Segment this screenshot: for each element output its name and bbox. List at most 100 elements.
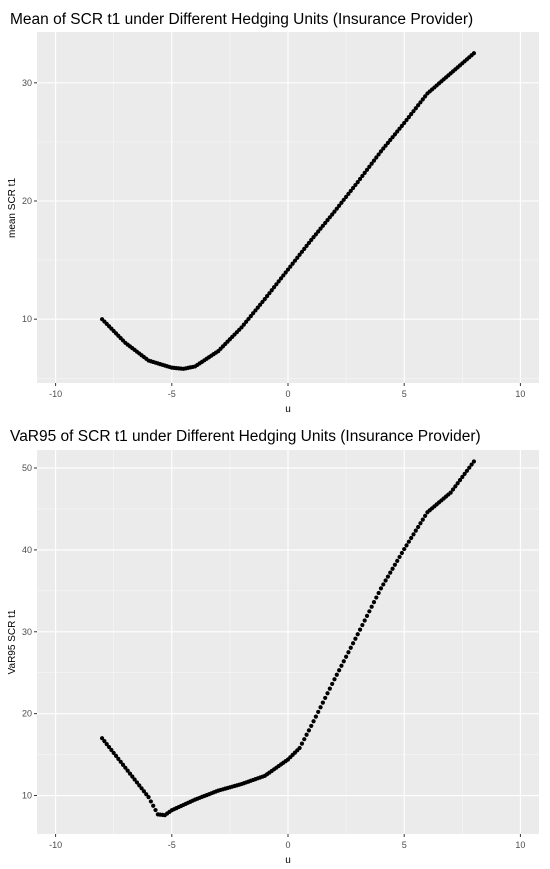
data-point [109, 747, 114, 753]
data-point [367, 609, 372, 614]
data-point [357, 176, 363, 182]
x-tick-label: 0 [285, 389, 290, 399]
data-point [304, 243, 309, 249]
data-point [306, 240, 312, 246]
data-point [332, 677, 337, 682]
data-point [376, 152, 381, 157]
data-point [337, 668, 342, 673]
data-point [255, 305, 260, 310]
data-point [362, 170, 367, 175]
y-tick-label: 10 [22, 791, 32, 801]
data-point [464, 468, 470, 473]
data-point [304, 732, 309, 737]
data-point [402, 120, 407, 126]
data-point [313, 232, 318, 237]
data-point [309, 237, 314, 243]
data-point [455, 481, 460, 486]
data-point [406, 539, 411, 544]
data-point [283, 270, 288, 275]
data-point [409, 535, 414, 541]
data-point [371, 600, 377, 605]
data-point [123, 765, 128, 770]
data-point [323, 220, 328, 226]
data-point [241, 322, 246, 327]
data-point [118, 759, 123, 764]
data-point [316, 229, 321, 234]
data-point [392, 562, 398, 567]
data-point [416, 103, 421, 108]
data-point [423, 94, 428, 99]
data-point [104, 742, 109, 747]
data-point [420, 517, 425, 522]
mean-chart-grid [37, 32, 539, 383]
data-point [360, 622, 365, 628]
data-point [125, 768, 130, 773]
data-point [251, 311, 256, 316]
data-point [388, 570, 393, 575]
data-point [413, 528, 418, 533]
data-point [383, 143, 388, 148]
data-point [350, 641, 356, 646]
data-point [385, 574, 391, 579]
mean-chart-axes: -10 -5 0 5 10 10 20 30 [22, 78, 525, 399]
data-point [113, 753, 119, 758]
data-point [278, 276, 284, 281]
x-tick-label: -5 [168, 840, 176, 850]
data-point [102, 739, 107, 744]
data-point [462, 471, 467, 477]
data-point [409, 112, 414, 117]
x-tick-label: 5 [402, 389, 407, 399]
data-point [106, 744, 112, 750]
data-point [330, 212, 335, 217]
data-point [299, 741, 305, 746]
data-point [418, 521, 423, 526]
data-point [327, 686, 332, 691]
mean-chart-title: Mean of SCR t1 under Different Hedging U… [10, 11, 473, 28]
data-point [313, 714, 318, 719]
data-point [402, 546, 407, 552]
data-point [367, 164, 372, 169]
data-point [457, 478, 463, 483]
data-point [460, 474, 465, 480]
data-point [355, 179, 360, 185]
data-point [318, 226, 323, 231]
data-point [339, 663, 344, 668]
data-point [348, 188, 353, 194]
y-tick-label: 10 [22, 314, 32, 324]
data-point [374, 595, 379, 600]
data-point [116, 756, 121, 761]
data-point [381, 146, 386, 151]
var95-chart-x-label: u [285, 855, 291, 866]
data-point [327, 215, 332, 220]
data-point [330, 681, 335, 687]
data-point [362, 618, 367, 623]
data-point [471, 459, 477, 464]
data-point [346, 191, 351, 197]
data-point [153, 807, 158, 813]
var95-chart-axes: -10 -5 0 5 10 10 20 30 40 50 [22, 463, 525, 850]
data-point [262, 296, 267, 302]
data-point [299, 249, 305, 254]
data-point [248, 314, 253, 319]
data-point [413, 106, 418, 111]
data-point [418, 100, 423, 105]
data-point [148, 799, 153, 804]
data-point [397, 554, 402, 560]
var95-chart-y-label: VaR95 SCR t1 [7, 609, 18, 674]
x-tick-label: -5 [168, 389, 176, 399]
data-point [137, 783, 142, 788]
data-point [350, 185, 356, 191]
data-point [325, 218, 330, 223]
data-point [420, 97, 425, 102]
data-point [395, 129, 400, 134]
data-point [346, 650, 351, 655]
y-tick-label: 20 [22, 709, 32, 719]
data-point [302, 737, 307, 742]
data-point [390, 566, 395, 571]
data-point [355, 632, 360, 637]
data-point [364, 167, 370, 172]
data-point [316, 709, 321, 715]
data-point [392, 132, 398, 137]
data-point [341, 659, 346, 664]
